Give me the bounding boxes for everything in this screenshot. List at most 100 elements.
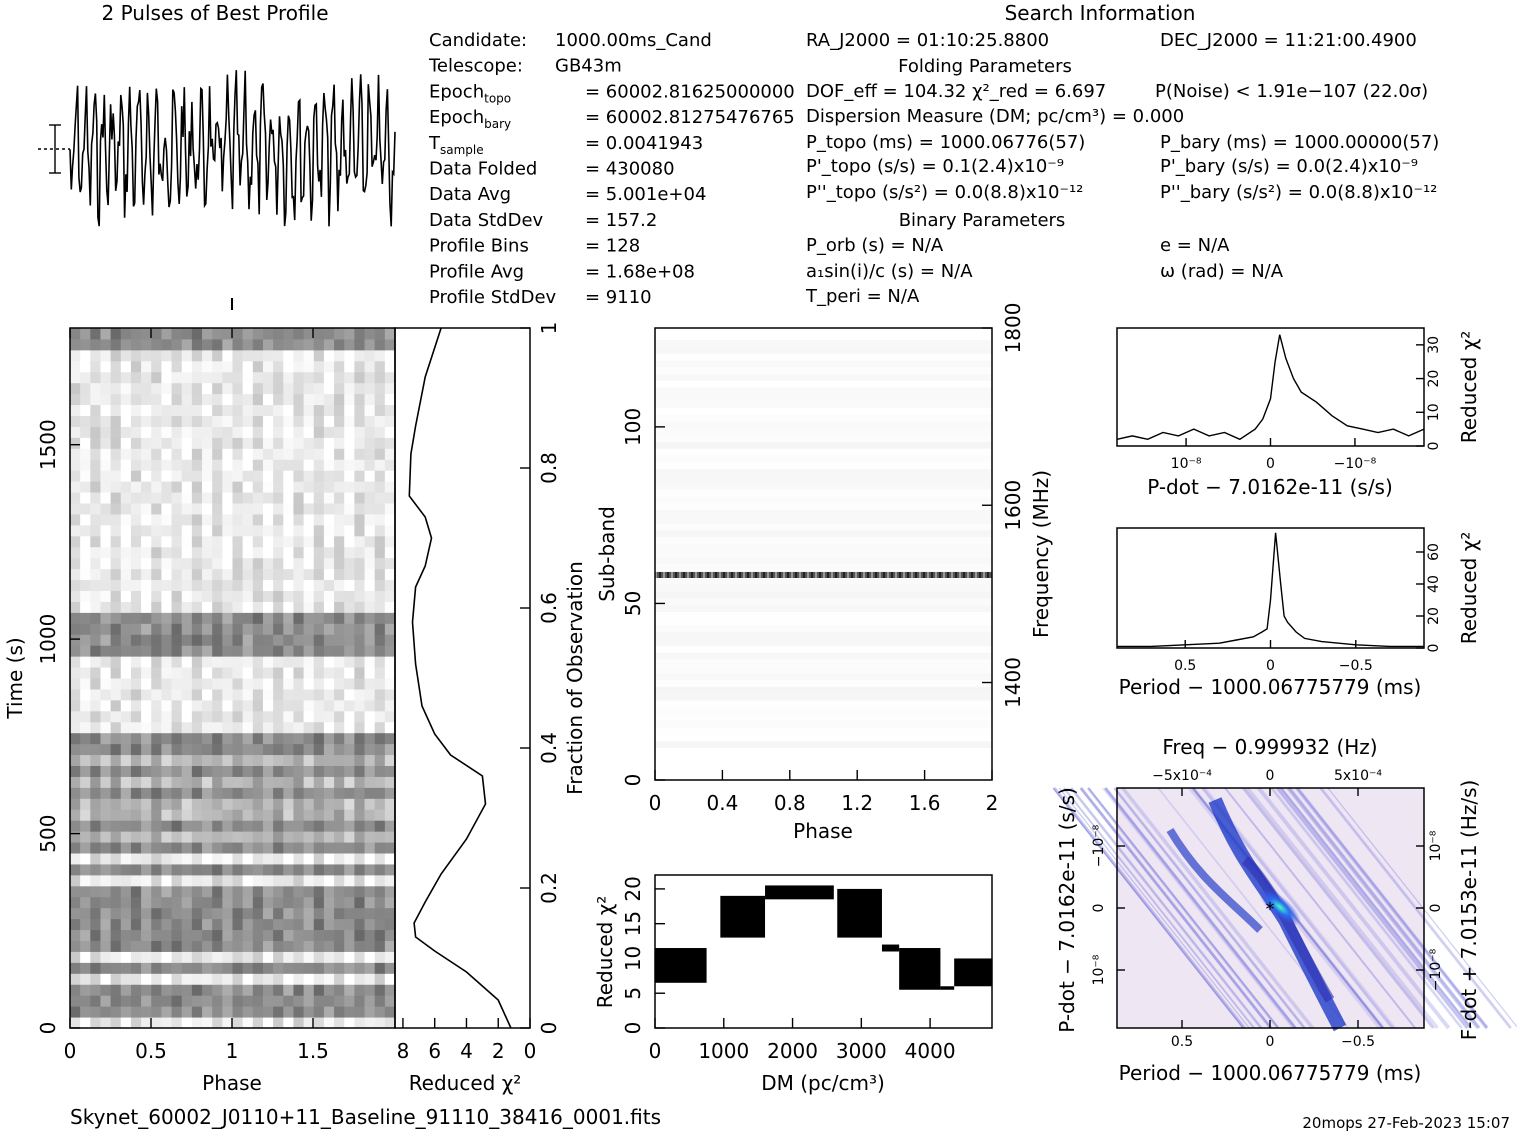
xtick: 10⁻⁸	[1171, 456, 1202, 472]
info-value: = 1.68e+08	[585, 261, 695, 282]
ytick: 0	[1426, 644, 1442, 653]
info-value: = 430080	[585, 159, 675, 180]
info-value: = 128	[585, 236, 640, 257]
binary-title: Binary Parameters	[899, 210, 1066, 231]
tp-xtick: 0	[64, 1039, 77, 1063]
ytick: 0	[1426, 442, 1442, 451]
sb-ytick: 0	[621, 774, 645, 787]
info-value: = 60002.81275476765	[585, 107, 795, 128]
dm-segment	[765, 885, 834, 900]
pp-ytick: −10⁻⁸	[1091, 824, 1107, 867]
time-phase-heatmap	[70, 328, 396, 1029]
dm-segment	[881, 944, 900, 952]
info-label: Tsample	[428, 133, 484, 157]
xtick: 0	[1266, 456, 1275, 472]
tc-ylabel: Fraction of Observation	[563, 561, 587, 795]
sb-xtick: 2	[986, 791, 999, 815]
ecc-text: e = N/A	[1160, 235, 1230, 256]
sb-xlabel: Phase	[793, 819, 853, 843]
tc-ytick: 0	[537, 1022, 561, 1035]
tc-xtick: 4	[460, 1039, 473, 1063]
pp-title: Freq − 0.999932 (Hz)	[1162, 735, 1377, 759]
dm-ytick: 15	[621, 911, 645, 936]
dm-ytick: 0	[621, 1022, 645, 1035]
tc-ytick: 0.4	[537, 732, 561, 764]
xtick: 0.5	[1174, 658, 1196, 674]
info-label: Profile Avg	[429, 261, 524, 282]
dm-segment	[720, 895, 766, 938]
dm-xtick: 0	[649, 1039, 662, 1063]
dm-xtick: 4000	[905, 1039, 956, 1063]
sb-xtick: 0	[649, 791, 662, 815]
ytick: 40	[1426, 575, 1442, 593]
dm-segment	[899, 948, 941, 990]
dm-ylabel: Reduced χ²	[593, 896, 617, 1009]
dm-xtick: 2000	[767, 1039, 818, 1063]
dm-ytick: 5	[621, 987, 645, 1000]
info-label: Candidate:	[429, 30, 527, 51]
dm-segment	[655, 948, 707, 983]
time-phase-panel: 0 0.5 1 1.5 0 500 1000 1500 Phase Time (s)	[3, 327, 396, 1095]
pdot-bary-text: P'_bary (s/s) = 0.0(2.4)x10⁻⁹	[1160, 156, 1418, 177]
pp-xtick: 0.5	[1171, 1034, 1193, 1050]
profile-trace	[69, 70, 396, 227]
pd-xlabel: P-dot − 7.0162e-11 (s/s)	[1147, 475, 1393, 499]
dm-segment	[954, 958, 992, 987]
dm-segment	[940, 986, 955, 990]
tp-xtick: 1	[226, 1039, 239, 1063]
omega-text: ω (rad) = N/A	[1160, 261, 1284, 282]
pp-xtick: −0.5	[1341, 1034, 1375, 1050]
sb-y2tick: 1400	[1001, 657, 1025, 708]
footer-filename: Skynet_60002_J0110+11_Baseline_91110_384…	[70, 1105, 661, 1129]
pp-ylabel: P-dot − 7.0162e-11 (s/s)	[1055, 787, 1079, 1033]
sb-xtick: 1.2	[841, 791, 873, 815]
info-label: Telescope:	[428, 56, 523, 77]
porb-text: P_orb (s) = N/A	[806, 235, 944, 256]
info-label: Data Folded	[429, 159, 537, 180]
tp-ytick: 1000	[36, 614, 60, 665]
footer-stamp: 20mops 27-Feb-2023 15:07	[1302, 1114, 1510, 1132]
tperi-text: T_peri = N/A	[805, 286, 920, 307]
profile-title: 2 Pulses of Best Profile	[102, 1, 329, 25]
tc-ytick: 0.8	[537, 452, 561, 484]
dm-xlabel: DM (pc/cm³)	[761, 1071, 885, 1095]
best-fit-marker: *	[1266, 899, 1275, 920]
dm-chi2-trace	[655, 885, 992, 990]
pp-y2tick: −10⁻⁸	[1428, 948, 1444, 991]
time-chi2-panel: 8 6 4 2 000.20.40.60.81 Reduced χ² Fraction …	[394, 322, 587, 1095]
dm-text: Dispersion Measure (DM; pc/cm³) = 0.000	[806, 106, 1184, 127]
info-value: = 9110	[585, 287, 652, 308]
dm-xtick: 1000	[698, 1039, 749, 1063]
info-value: = 60002.81625000000	[585, 81, 795, 102]
tp-xlabel: Phase	[202, 1071, 262, 1095]
info-label: Data StdDev	[429, 210, 544, 231]
tc-ytick: 0.6	[537, 592, 561, 624]
tc-xtick: 8	[397, 1039, 410, 1063]
pp-x2tick: 5x10⁻⁴	[1334, 768, 1382, 784]
tp-ytick: 1500	[36, 419, 60, 470]
pp-xtick: 0	[1266, 1034, 1275, 1050]
profile-error-bar	[38, 124, 70, 174]
dof-text: DOF_eff = 104.32 χ²_red = 6.697	[806, 81, 1106, 102]
info-label: Data Avg	[429, 184, 511, 205]
tp-xtick: 0.5	[135, 1039, 167, 1063]
info-value: 1000.00ms_Cand	[555, 30, 712, 51]
pr-ylabel: Reduced χ²	[1457, 532, 1481, 645]
dm-panel: 0 1000 2000 3000 4000 0 5 10 15 20 DM (pc/cm³) Re…	[593, 874, 993, 1095]
info-label: Epochtopo	[429, 81, 511, 105]
pr-xlabel: Period − 1000.06775779 (ms)	[1119, 675, 1422, 699]
pddot-bary-text: P''_bary (s/s²) = 0.0(8.8)x10⁻¹²	[1160, 182, 1437, 203]
search-title: Search Information	[1005, 1, 1196, 25]
ytick: 20	[1426, 607, 1442, 625]
period-chi2-trace	[1117, 532, 1424, 648]
tc-xtick: 0	[524, 1039, 537, 1063]
info-value: GB43m	[555, 56, 622, 77]
search-info: RA_J2000 = 01:10:25.8800 DEC_J2000 = 11:…	[805, 30, 1439, 307]
info-value: = 0.0041943	[585, 133, 703, 154]
sb-ytick: 100	[621, 408, 645, 446]
dm-ytick: 20	[621, 876, 645, 901]
info-value: = 157.2	[585, 210, 657, 231]
sb-y2label: Frequency (MHz)	[1029, 470, 1053, 638]
sb-ylabel: Sub-band	[595, 506, 619, 602]
